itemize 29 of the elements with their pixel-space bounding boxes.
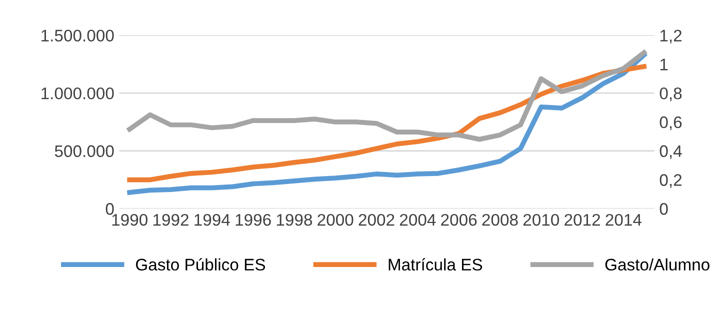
x-tick-label: 1998 xyxy=(276,214,312,226)
y2-tick-label: 1,2 xyxy=(660,30,682,44)
x-tick-label: 1990 xyxy=(112,214,148,226)
y2-tick-label: 0,6 xyxy=(660,116,682,130)
line-series xyxy=(127,50,646,142)
x-tick-label: 2004 xyxy=(400,214,436,226)
y-tick-label: 0 xyxy=(106,203,114,215)
x-tick-label: 2000 xyxy=(318,214,354,226)
x-tick-label: 2006 xyxy=(441,214,477,226)
x-tick-label: 1992 xyxy=(153,214,188,226)
x-tick-label: 2012 xyxy=(564,214,600,226)
x-tick-label: 2014 xyxy=(606,214,642,226)
legend-label: Matrícula ES xyxy=(388,258,482,271)
y2-tick-label: 0 xyxy=(660,203,668,215)
x-tick-label: 2008 xyxy=(482,214,518,226)
y-tick-label: 1.000.000 xyxy=(42,87,114,100)
x-tick-label: 1994 xyxy=(194,214,230,226)
y2-tick-label: 1 xyxy=(660,58,668,70)
legend-label: Gasto Público ES xyxy=(136,258,266,271)
y2-tick-label: 0,2 xyxy=(660,174,682,188)
y2-tick-label: 0,8 xyxy=(660,87,682,102)
y2-tick-label: 0,4 xyxy=(660,145,682,160)
x-tick-label: 2010 xyxy=(523,214,560,226)
x-tick-label: 1996 xyxy=(236,214,271,226)
y-tick-label: 1.500.000 xyxy=(42,30,114,42)
legend-label: Gasto/Alumno xyxy=(605,258,710,271)
y-tick-label: 500.000 xyxy=(54,145,114,158)
x-tick-label: 2002 xyxy=(358,214,394,226)
line-series xyxy=(127,52,646,195)
